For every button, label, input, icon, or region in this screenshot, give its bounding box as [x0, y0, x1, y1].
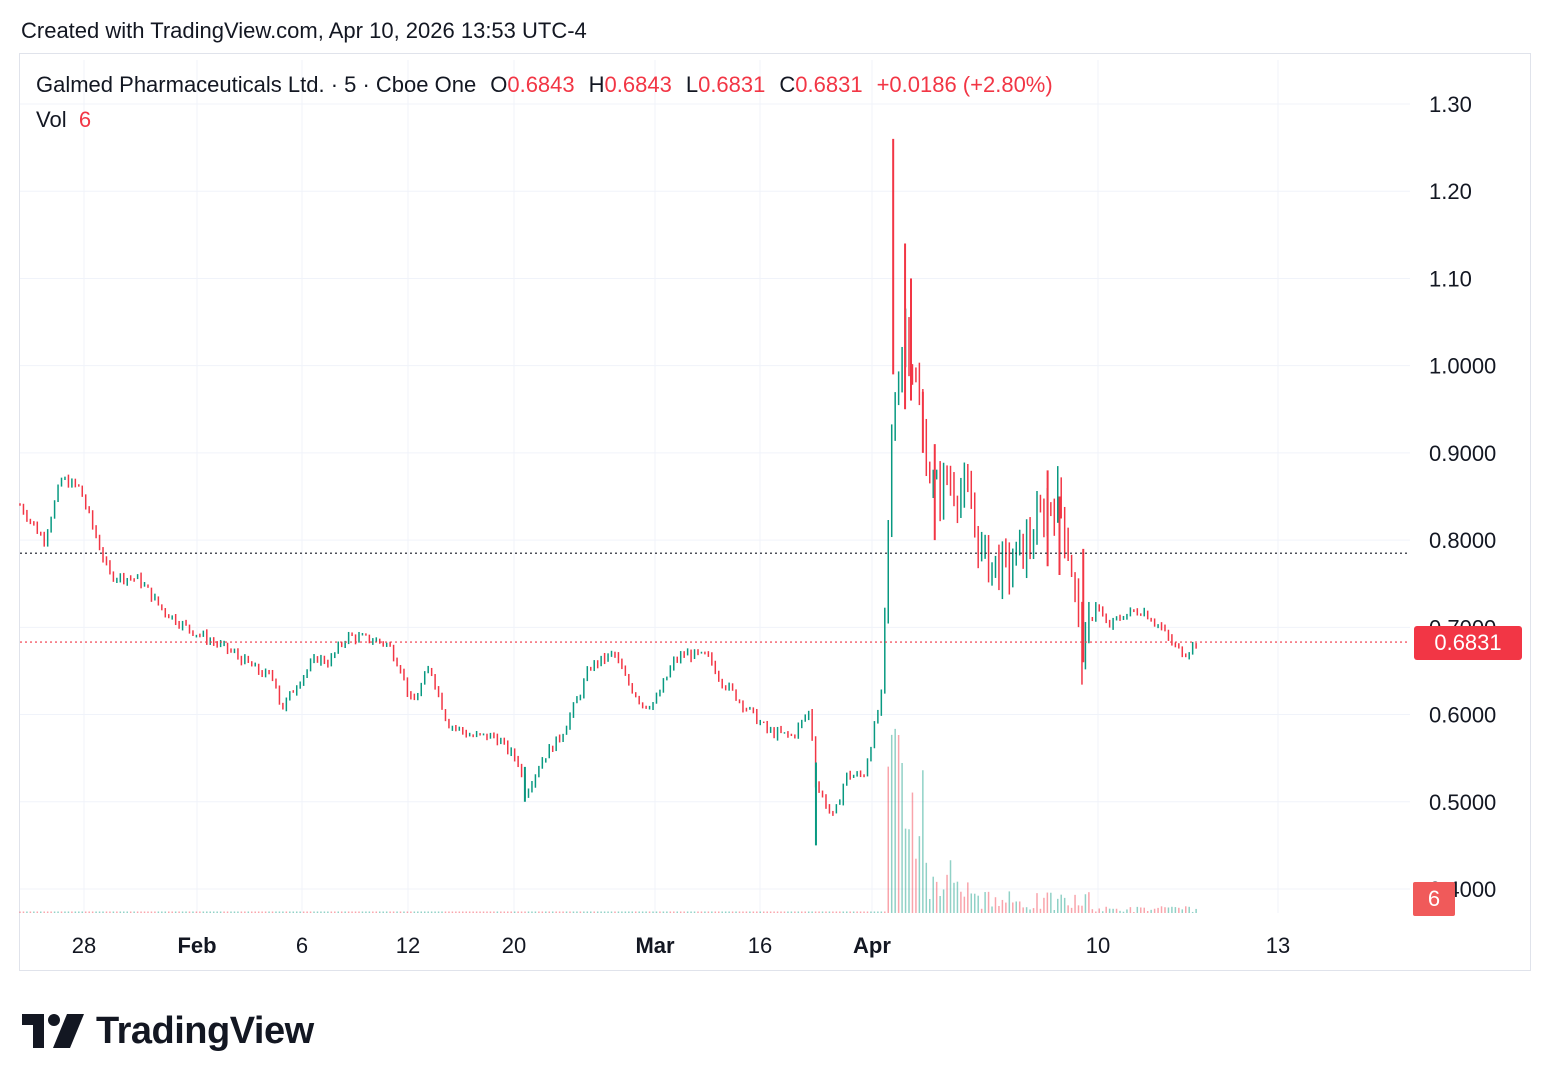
y-tick-label: 0.5000 — [1429, 790, 1496, 815]
tradingview-brand[interactable]: TradingView — [22, 1010, 314, 1053]
vol-label: Vol — [36, 107, 67, 132]
volume-bars — [19, 728, 1197, 913]
legend-l-value: 0.6831 — [698, 72, 766, 97]
price-candles — [19, 138, 1197, 846]
legend-h-label: H — [588, 72, 605, 97]
legend-o-label: O — [490, 72, 508, 97]
ohlc-legend: Galmed Pharmaceuticals Ltd. · 5 · Cboe O… — [36, 72, 1053, 98]
x-tick-label: Feb — [177, 933, 216, 958]
y-tick-label: 0.8000 — [1429, 528, 1496, 553]
x-tick-label: 13 — [1266, 933, 1290, 958]
y-tick-label: 1.10 — [1429, 266, 1472, 291]
x-tick-label: 28 — [72, 933, 96, 958]
legend-c-label: C — [779, 72, 796, 97]
last-volume-tag: 6 — [1413, 882, 1455, 916]
x-tick-label: 12 — [396, 933, 420, 958]
legend-l-label: L — [685, 72, 699, 97]
x-tick-label: 20 — [502, 933, 526, 958]
y-axis-ticks: 1.301.201.101.00000.90000.80000.70000.60… — [1429, 92, 1496, 902]
y-tick-label: 1.0000 — [1429, 354, 1496, 379]
vol-value: 6 — [78, 107, 92, 132]
tradingview-logo-icon — [22, 1013, 84, 1048]
y-tick-label: 1.30 — [1429, 92, 1472, 117]
legend-symbol: Galmed Pharmaceuticals Ltd. · 5 · Cboe O… — [36, 72, 477, 97]
y-tick-label: 0.9000 — [1429, 441, 1496, 466]
legend-c-value: 0.6831 — [795, 72, 863, 97]
x-tick-label: 10 — [1086, 933, 1110, 958]
legend-h-value: 0.6843 — [604, 72, 672, 97]
grid-lines — [20, 60, 1410, 913]
y-tick-label: 0.6000 — [1429, 703, 1496, 728]
volume-legend: Vol 6 — [36, 107, 91, 133]
legend-change: +0.0186 (+2.80%) — [876, 72, 1053, 97]
x-tick-label: Apr — [853, 933, 891, 958]
reference-lines — [20, 552, 1410, 643]
last-price-tag: 0.6831 — [1414, 626, 1522, 660]
created-with-caption: Created with TradingView.com, Apr 10, 20… — [21, 18, 587, 43]
x-axis-ticks: 28 Feb 6 12 20 Mar 16 Apr 10 13 — [72, 933, 1290, 958]
y-tick-label: 1.20 — [1429, 179, 1472, 204]
legend-o-value: 0.6843 — [507, 72, 575, 97]
x-tick-label: 16 — [748, 933, 772, 958]
x-tick-label: Mar — [635, 933, 675, 958]
price-chart[interactable]: 1.301.201.101.00000.90000.80000.70000.60… — [0, 0, 1552, 1000]
chart-frame — [19, 53, 1531, 971]
x-tick-label: 6 — [296, 933, 308, 958]
brand-name: TradingView — [96, 1010, 314, 1052]
